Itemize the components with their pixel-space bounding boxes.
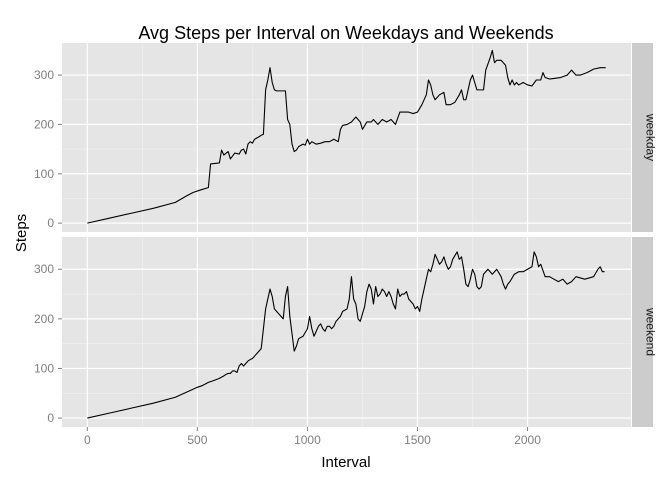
y-tick-label: 100 (34, 167, 54, 181)
x-tick-label: 500 (187, 433, 207, 447)
series-line-weekday (87, 49, 606, 224)
facet-panels: 0 100 200 300 weekday 0 100 200 300 weekend (34, 43, 658, 427)
y-tick-label: 0 (47, 411, 54, 425)
x-tick-label: 2000 (514, 433, 541, 447)
facet-strip-label: weekend (644, 307, 658, 356)
x-tick-label: 1000 (294, 433, 321, 447)
x-tick-label: 0 (84, 433, 91, 447)
y-tick-label: 100 (34, 361, 54, 375)
x-axis-title: Interval (321, 454, 370, 471)
y-tick-label: 200 (34, 117, 54, 131)
y-tick-label: 300 (34, 262, 54, 276)
chart-title: Avg Steps per Interval on Weekdays and W… (138, 23, 553, 43)
y-axis-title: Steps (13, 214, 30, 252)
facet-strip (632, 43, 653, 232)
y-tick-label: 300 (34, 68, 54, 82)
x-axis: 0 500 1000 1500 2000 (84, 427, 541, 447)
panel-background (62, 43, 631, 232)
facet-strip-label: weekday (644, 113, 658, 161)
x-tick-label: 1500 (404, 433, 431, 447)
facet-strip (632, 237, 653, 427)
y-tick-label: 0 (47, 216, 54, 230)
facet-panel-weekday: 0 100 200 300 weekday (34, 43, 658, 232)
series-line-weekend (87, 251, 605, 419)
facet-panel-weekend: 0 100 200 300 weekend (34, 237, 658, 427)
panel-background (62, 237, 631, 427)
y-tick-label: 200 (34, 312, 54, 326)
